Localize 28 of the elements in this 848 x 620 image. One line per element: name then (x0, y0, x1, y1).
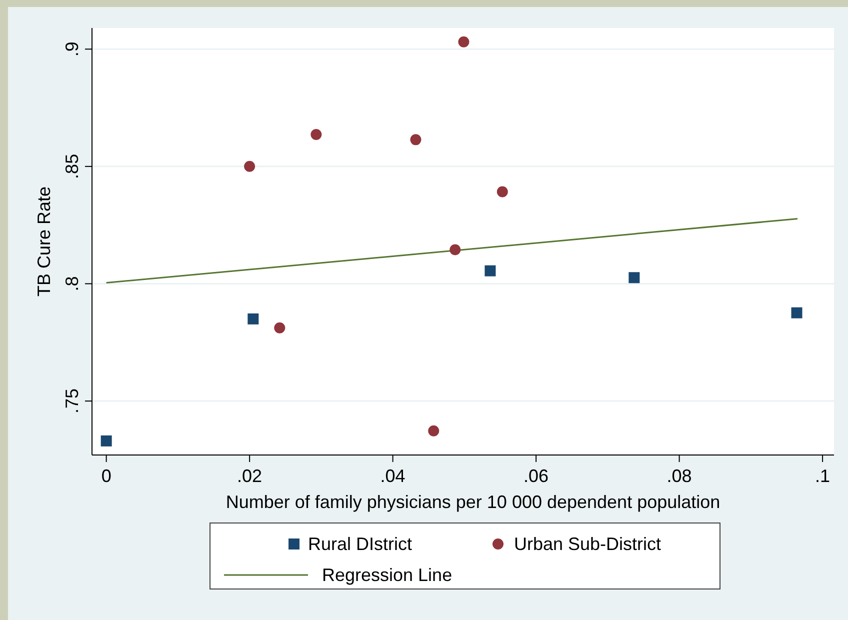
point (274, 322, 286, 334)
x-tick-label: .04 (380, 466, 406, 486)
point (450, 244, 461, 256)
x-tick-label: .08 (666, 466, 692, 486)
y-tick-label: .85 (62, 154, 82, 179)
y-tick-label: .75 (62, 388, 82, 414)
point (248, 313, 259, 324)
point (791, 307, 802, 318)
point (100, 435, 112, 446)
point (458, 36, 470, 48)
point (410, 134, 422, 146)
x-tick-label: 0 (101, 466, 112, 486)
point (428, 425, 440, 436)
point (310, 129, 322, 140)
legend-label: Urban Sub-District (514, 534, 662, 554)
legend-label: Rural DIstrict (308, 534, 412, 554)
y-axis-title: TB Cure Rate (34, 186, 54, 297)
x-tick-label: .1 (815, 466, 830, 486)
x-tick-label: .02 (237, 466, 262, 486)
y-tick-label: .9 (62, 42, 82, 57)
point (628, 272, 640, 284)
x-tick-label: .06 (524, 466, 549, 486)
y-tick-label: .8 (62, 276, 82, 292)
point (244, 160, 256, 172)
legend-label: Regression Line (322, 565, 452, 585)
x-axis-title: Number of family physicians per 10 000 dependent population (226, 492, 720, 512)
point (496, 186, 508, 198)
point (484, 265, 496, 276)
